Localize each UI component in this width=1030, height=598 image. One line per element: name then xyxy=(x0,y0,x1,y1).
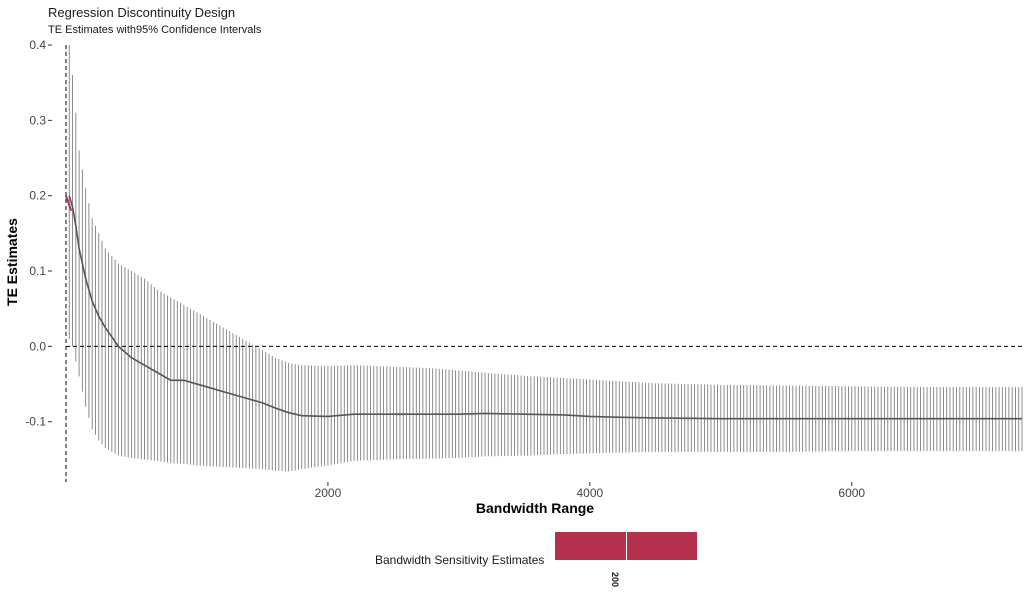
y-tick-label: 0.4 xyxy=(29,38,46,52)
estimate-line xyxy=(68,195,1022,420)
x-tick-label: 6000 xyxy=(838,486,865,500)
chart-title: Regression Discontinuity Design xyxy=(48,5,236,20)
y-tick-label: 0.3 xyxy=(29,113,46,127)
x-tick-label: 4000 xyxy=(576,486,603,500)
legend-tick-label: 200 xyxy=(610,572,620,588)
y-tick-label: -0.1 xyxy=(25,415,46,429)
y-tick-label: 0.0 xyxy=(29,339,46,353)
x-axis-title: Bandwidth Range xyxy=(476,500,594,516)
x-tick-label: 2000 xyxy=(315,486,342,500)
y-axis-title: TE Estimates xyxy=(4,218,20,306)
chart-subtitle: TE Estimates with95% Confidence Interval… xyxy=(48,24,262,36)
y-tick-label: 0.1 xyxy=(29,264,46,278)
legend-label: Bandwidth Sensitivity Estimates xyxy=(375,553,545,567)
legend-tick-mark xyxy=(626,532,627,560)
highlight-segment xyxy=(65,195,73,212)
y-tick-label: 0.2 xyxy=(29,189,46,203)
